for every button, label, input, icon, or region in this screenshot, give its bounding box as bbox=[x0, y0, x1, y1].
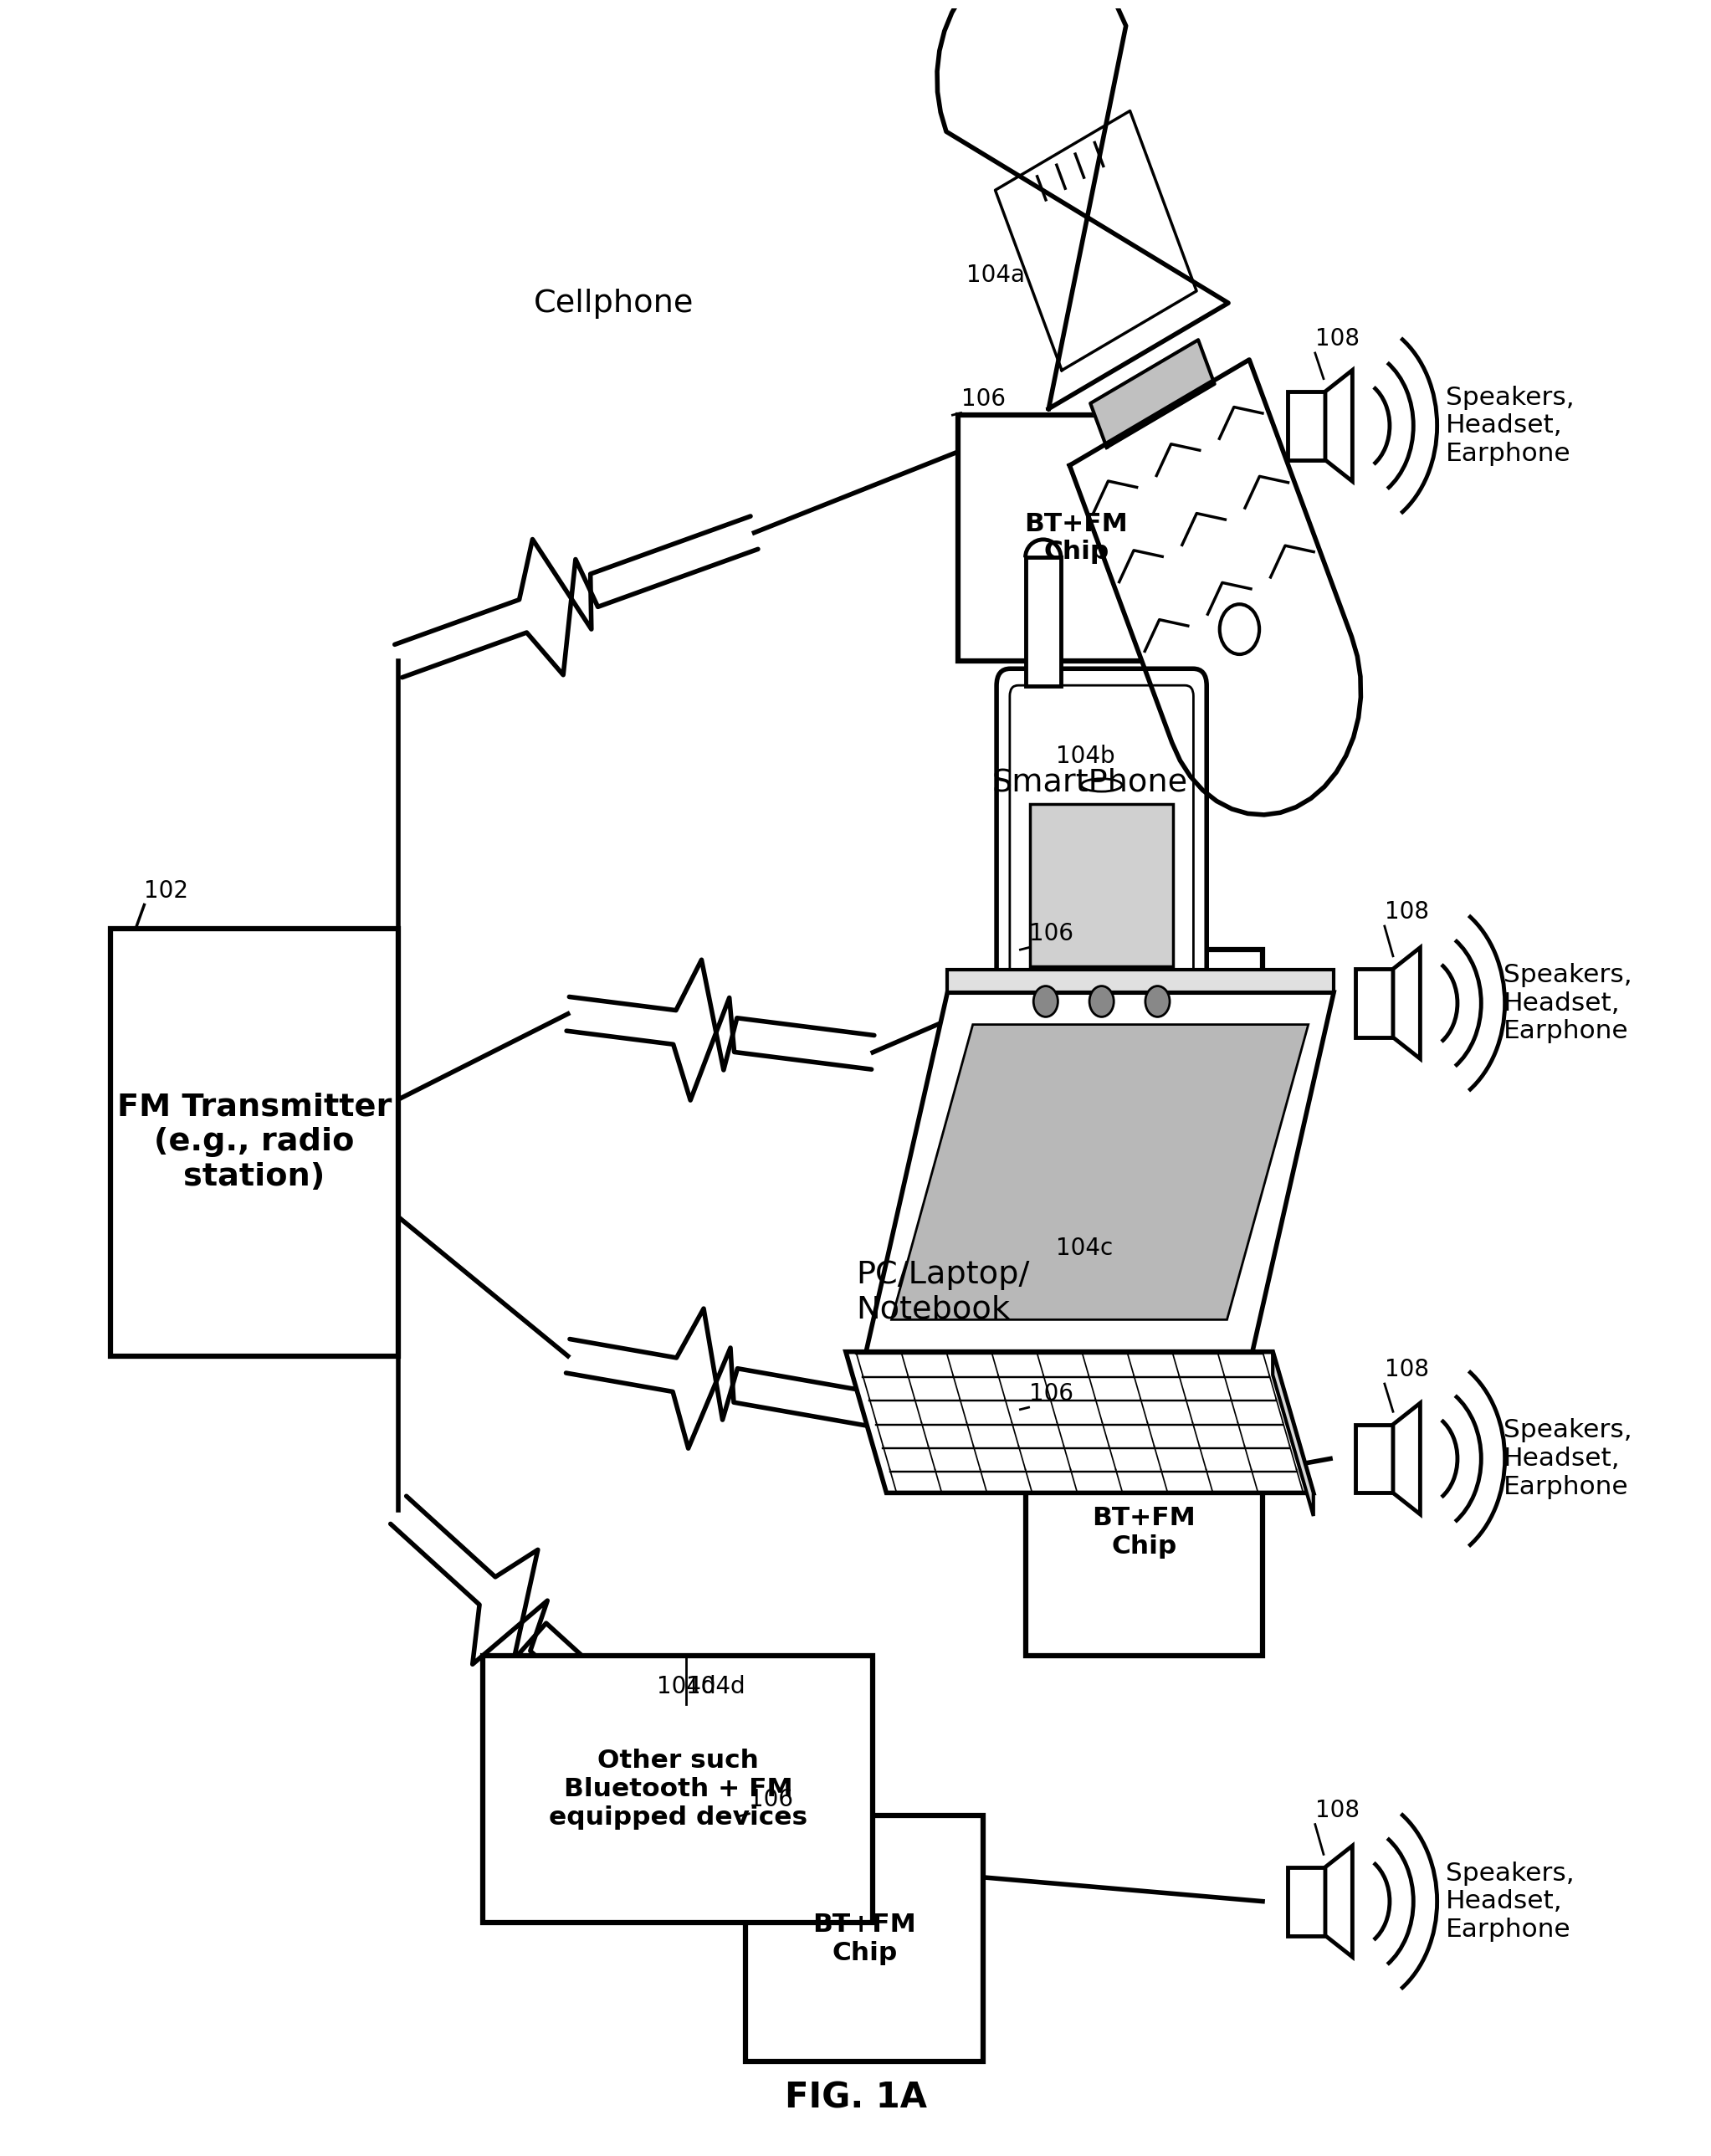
Bar bbox=[1355, 968, 1393, 1037]
Text: 102: 102 bbox=[144, 880, 188, 903]
Bar bbox=[1287, 1867, 1324, 1936]
Text: 108: 108 bbox=[1384, 1358, 1429, 1382]
Text: FM Transmitter
(e.g., radio
station): FM Transmitter (e.g., radio station) bbox=[116, 1093, 392, 1192]
Polygon shape bbox=[946, 970, 1333, 992]
Text: Speakers,
Headset,
Earphone: Speakers, Headset, Earphone bbox=[1444, 386, 1574, 466]
Bar bbox=[1025, 1410, 1263, 1656]
Text: 104a: 104a bbox=[965, 263, 1025, 287]
Ellipse shape bbox=[1081, 778, 1121, 791]
Ellipse shape bbox=[1066, 1166, 1136, 1192]
Text: Speakers,
Headset,
Earphone: Speakers, Headset, Earphone bbox=[1444, 1861, 1574, 1943]
Polygon shape bbox=[1324, 371, 1352, 481]
Circle shape bbox=[1088, 1044, 1114, 1074]
Text: SmartPhone: SmartPhone bbox=[991, 768, 1187, 798]
Bar bbox=[1030, 804, 1172, 966]
Polygon shape bbox=[891, 1024, 1307, 1319]
Circle shape bbox=[1033, 1102, 1057, 1132]
Bar bbox=[956, 416, 1194, 662]
Bar bbox=[1287, 392, 1324, 459]
Text: 106: 106 bbox=[1028, 1382, 1073, 1406]
Polygon shape bbox=[866, 992, 1333, 1352]
Circle shape bbox=[1088, 1102, 1114, 1132]
Text: 108: 108 bbox=[1314, 1798, 1359, 1822]
Text: Other such
Bluetooth + FM
equipped devices: Other such Bluetooth + FM equipped devic… bbox=[549, 1749, 808, 1828]
Polygon shape bbox=[845, 1352, 1312, 1492]
Text: Speakers,
Headset,
Earphone: Speakers, Headset, Earphone bbox=[1502, 964, 1631, 1044]
Text: 108: 108 bbox=[1314, 328, 1359, 351]
Text: Speakers,
Headset,
Earphone: Speakers, Headset, Earphone bbox=[1502, 1419, 1631, 1498]
Polygon shape bbox=[1393, 946, 1420, 1059]
Text: BT+FM
Chip: BT+FM Chip bbox=[1092, 1507, 1196, 1559]
Polygon shape bbox=[1324, 1846, 1352, 1958]
Text: 106: 106 bbox=[1028, 923, 1073, 946]
Text: Cellphone: Cellphone bbox=[534, 289, 693, 319]
Circle shape bbox=[1145, 1044, 1169, 1074]
Text: PC/Laptop/
Notebook: PC/Laptop/ Notebook bbox=[856, 1259, 1028, 1324]
Text: 108: 108 bbox=[1384, 901, 1429, 925]
Text: BT+FM
Chip: BT+FM Chip bbox=[1092, 1046, 1196, 1100]
Text: BT+FM
Chip: BT+FM Chip bbox=[813, 1912, 915, 1964]
Bar bbox=[1025, 949, 1263, 1197]
Polygon shape bbox=[1271, 1352, 1312, 1516]
Circle shape bbox=[1145, 1102, 1169, 1132]
Polygon shape bbox=[1393, 1404, 1420, 1514]
Circle shape bbox=[1218, 604, 1259, 653]
FancyBboxPatch shape bbox=[996, 668, 1206, 1242]
Polygon shape bbox=[1069, 360, 1360, 815]
Circle shape bbox=[1088, 985, 1114, 1018]
Bar bbox=[110, 929, 399, 1356]
Bar bbox=[746, 1815, 982, 2061]
Text: 106: 106 bbox=[960, 388, 1004, 412]
Bar bbox=[1025, 558, 1061, 686]
Circle shape bbox=[1145, 985, 1169, 1018]
Circle shape bbox=[1033, 1044, 1057, 1074]
Text: 104d: 104d bbox=[657, 1675, 715, 1699]
Text: 104b: 104b bbox=[1056, 744, 1114, 768]
Polygon shape bbox=[936, 0, 1228, 410]
Circle shape bbox=[1033, 985, 1057, 1018]
Text: BT+FM
Chip: BT+FM Chip bbox=[1023, 511, 1128, 565]
Bar bbox=[1355, 1425, 1393, 1492]
Bar bbox=[483, 1656, 873, 1923]
Text: 104d: 104d bbox=[686, 1675, 746, 1699]
Text: 104c: 104c bbox=[1056, 1235, 1112, 1259]
Polygon shape bbox=[1090, 341, 1213, 448]
FancyBboxPatch shape bbox=[1009, 686, 1193, 1225]
Text: FIG. 1A: FIG. 1A bbox=[784, 2081, 927, 2115]
Text: 106: 106 bbox=[749, 1787, 794, 1811]
